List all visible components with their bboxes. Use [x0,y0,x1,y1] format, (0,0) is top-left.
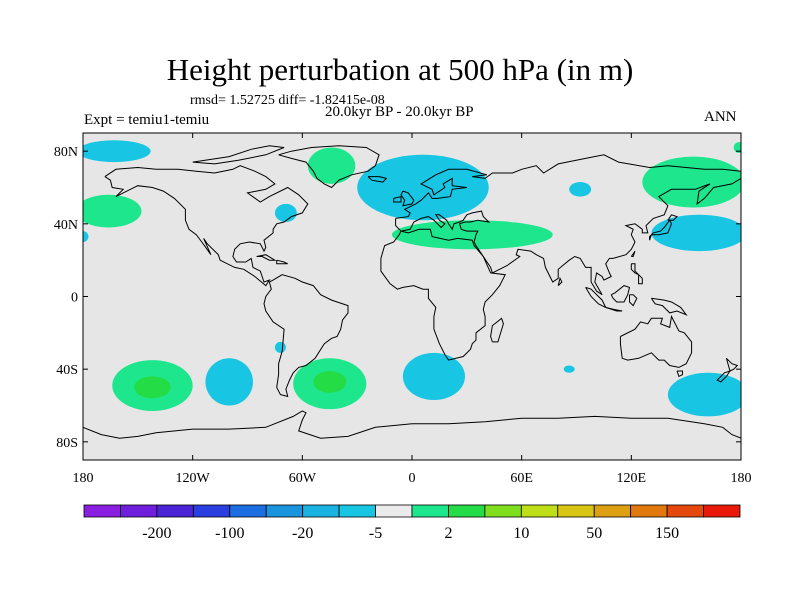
colorbar: -200 -100 -20 -5 2 10 50 150 [83,504,741,542]
coastline-24 [557,276,563,286]
anomaly-indian-ocean-negative [563,365,575,373]
y-tick-label: 40N [54,218,78,233]
coastline-22 [638,274,643,285]
anomaly-greenland-positive [307,147,356,184]
anomaly-west-pacific-negative-edge [83,231,89,242]
anomaly-north-pacific-positive [83,194,142,228]
coastline-layer [83,145,741,439]
anomaly-northeast-us-negative [274,203,297,223]
colorbar-swatch [448,504,486,518]
colorbar-swatch [338,504,376,518]
coastline-10 [619,314,693,368]
rmsd-stats-label: rmsd= 1.52725 diff= -1.82415e-08 [190,93,385,108]
anomaly-south-america-negative [274,341,286,353]
anomaly-mediterranean-positive [391,220,553,250]
x-tick-label: 60W [289,471,317,486]
coastline-4 [367,176,388,183]
colorbar-label: -200 [142,525,171,542]
experiment-label: Expt = temiu1-temiu [84,112,210,128]
period-label: 20.0kyr BP - 20.0kyr BP [325,104,474,120]
anomaly-siberia-positive [642,156,741,208]
coastline-17 [605,306,623,312]
coastline-3 [192,145,285,165]
y-tick-label: 80N [54,145,78,160]
x-tick-label: 180 [73,471,94,486]
x-tick-label: 0 [409,471,416,486]
anomaly-northeast-pacific-positive-edge [733,142,741,153]
coastline-2 [278,145,380,189]
anomaly-south-atlantic-core [313,370,347,393]
colorbar-swatch [557,504,595,518]
colorbar-label: -100 [215,525,244,542]
colorbar-swatch [192,504,231,518]
x-tick-label: 120E [617,471,647,486]
y-tick-label: 0 [71,291,78,306]
coastline-19 [629,294,638,307]
anomaly-south-pacific-core [134,376,171,399]
colorbar-swatch [520,504,559,518]
colorbar-label: 150 [655,525,679,542]
coastline-12 [725,357,739,372]
colorbar-swatch [411,504,449,518]
coastline-13 [716,370,731,383]
x-tick-label: 180 [731,471,752,486]
coastline-15 [667,214,678,221]
colorbar-swatch [375,504,413,518]
coastline-18 [610,285,631,303]
colorbar-swatch [265,504,304,518]
coastline-5 [400,190,415,207]
coastline-11 [676,370,683,378]
anomaly-southeast-pacific-negative [205,358,253,406]
colorbar-label: 2 [444,525,452,542]
colorbar-swatch [120,504,158,518]
colorbar-swatch [83,504,121,518]
x-tick-label: 60E [510,471,533,486]
chart-title: Height perturbation at 500 hPa (in m) [166,52,634,87]
anomaly-japan-negative [651,214,741,252]
coastline-20 [650,297,688,316]
colorbar-swatch [156,504,194,518]
x-tick-label: 120W [176,471,211,486]
coastline-7 [395,154,741,296]
colorbar-label: 50 [586,525,602,542]
anomaly-europe-negative [357,154,489,221]
colorbar-label: 10 [513,525,529,542]
anomaly-southwest-pacific-negative [667,372,741,417]
colorbar-swatch [630,504,668,518]
coastline-8 [380,228,506,361]
anomaly-bering-negative [83,140,151,163]
colorbar-label: -5 [369,525,382,542]
anomaly-layer [83,140,741,417]
coastline-0 [104,165,309,287]
colorbar-swatch [703,504,741,518]
colorbar-swatch [302,504,340,518]
colorbar-swatch [666,504,704,518]
coastline-9 [490,317,504,343]
y-tick-label: 80S [56,436,78,451]
axis-ticks: 180 120W 60W 0 60E 120E 180 80N 40N 0 40S 80S [54,133,752,486]
colorbar-label: -20 [292,525,313,542]
coastline-26 [276,259,288,265]
colorbar-swatch [484,504,522,518]
anomaly-central-asia-negative [569,182,592,197]
season-label: ANN [704,109,737,125]
coastline-1 [263,274,349,398]
colorbar-swatch [229,504,267,518]
anomaly-southern-africa-negative [402,352,466,401]
y-tick-label: 40S [56,363,78,378]
colorbar-swatch [593,504,632,518]
coastline-25 [256,254,277,261]
coastline-23 [630,250,636,257]
coastline-6 [393,195,402,203]
coastline-27 [83,410,741,439]
